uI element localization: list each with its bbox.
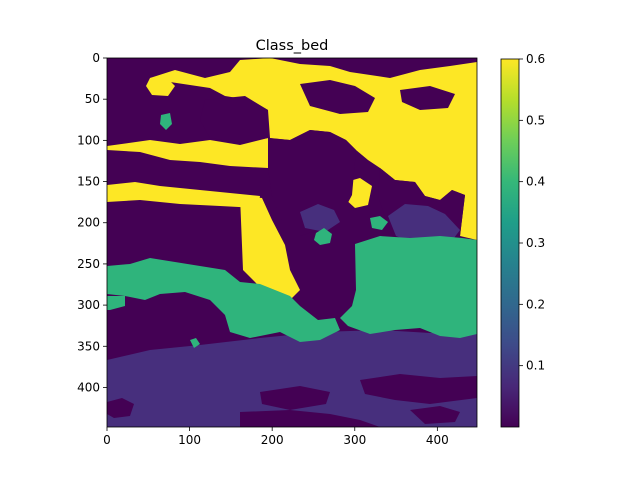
colorbar-tick-label: 0.5 — [526, 113, 545, 127]
colorbar-tick-label: 0.2 — [526, 297, 545, 311]
region-floor-purple — [107, 330, 477, 427]
region-dark-island-4 — [268, 130, 356, 236]
colorbar-tick-label: 0.1 — [526, 359, 545, 373]
y-tick-label: 0 — [92, 51, 100, 65]
region-yellow-top — [150, 58, 477, 240]
region-dark-patch-4 — [240, 410, 380, 427]
colorbar-ticks: 0.1 0.2 0.3 0.4 0.5 0.6 — [519, 52, 545, 373]
y-tick-label: 50 — [85, 92, 100, 106]
y-tick-label: 350 — [77, 339, 100, 353]
x-axis-ticks: 0 100 200 300 400 — [103, 427, 449, 447]
region-dark-island-2 — [300, 80, 375, 114]
y-tick-label: 250 — [77, 257, 100, 271]
region-green-left — [107, 258, 340, 342]
colorbar-tick-label: 0.6 — [526, 52, 545, 66]
region-dark-patch-1 — [107, 398, 134, 418]
region-purple-blob-1 — [300, 204, 340, 232]
y-tick-label: 150 — [77, 175, 100, 189]
region-green-spot-2 — [314, 228, 332, 245]
y-tick-label: 300 — [77, 298, 100, 312]
region-dark-patch-3 — [360, 374, 477, 404]
x-tick-label: 400 — [426, 433, 449, 447]
region-yellow-column — [240, 196, 300, 300]
x-tick-label: 0 — [103, 433, 111, 447]
y-axis-ticks: 0 50 100 150 200 250 300 350 400 — [77, 51, 107, 394]
region-dark-island-1 — [200, 96, 268, 143]
colorbar — [500, 58, 520, 428]
region-green-spot-4 — [190, 338, 200, 348]
region-green-left-lower — [107, 296, 125, 310]
axes-frame — [106, 57, 478, 428]
y-tick-label: 100 — [77, 133, 100, 147]
region-green-spot-1 — [160, 113, 172, 130]
x-tick-label: 100 — [178, 433, 201, 447]
region-green-spot-3 — [370, 216, 388, 230]
region-yellow-left — [107, 138, 268, 168]
heatmap-image — [107, 58, 477, 427]
region-yellow-top-left — [146, 76, 175, 96]
region-dark-island-3 — [400, 86, 455, 110]
region-yellow-band — [107, 182, 260, 208]
y-tick-label: 200 — [77, 216, 100, 230]
colorbar-tick-label: 0.4 — [526, 175, 545, 189]
region-dark-patch-2 — [260, 386, 330, 410]
x-tick-label: 300 — [343, 433, 366, 447]
colorbar-tick-label: 0.3 — [526, 236, 545, 250]
region-green-right — [340, 236, 477, 338]
y-tick-label: 400 — [77, 380, 100, 394]
x-tick-label: 200 — [261, 433, 284, 447]
chart-title: Class_bed — [256, 38, 329, 54]
region-purple-blob-2 — [388, 204, 460, 246]
region-dark-patch-5 — [410, 406, 460, 424]
